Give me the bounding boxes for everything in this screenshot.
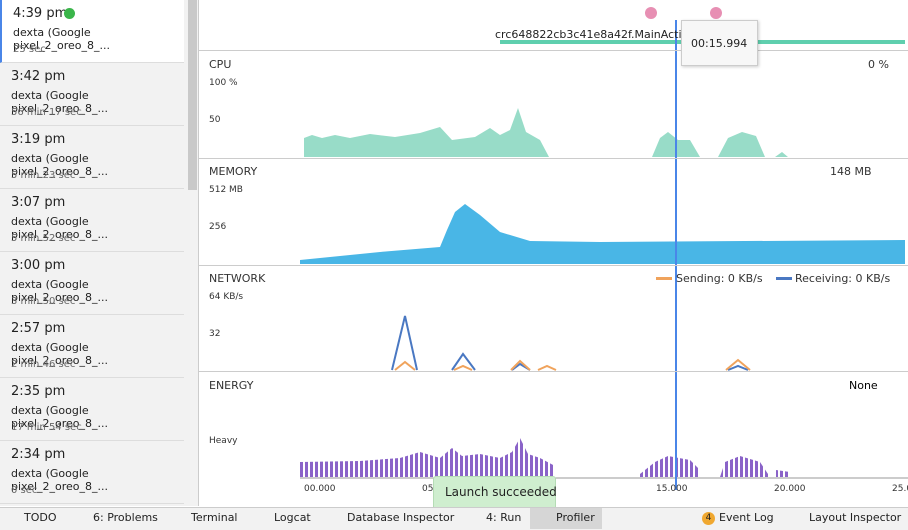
section-title: MEMORY — [209, 165, 258, 178]
tool-tab[interactable]: Terminal — [191, 511, 238, 524]
y-tick-label: 100 % — [209, 78, 238, 88]
session-device: dexta (Google pixel_2_oreo_8_... — [13, 26, 111, 52]
session-row[interactable]: 3:07 pm dexta (Google pixel_2_oreo_8_... 5… — [0, 189, 184, 252]
session-row[interactable]: 4:39 pm dexta (Google pixel_2_oreo_8_... 2… — [0, 0, 184, 63]
status-dot — [64, 8, 75, 19]
y-tick-label: 50 — [209, 115, 221, 125]
tool-tab[interactable]: Database Inspector — [347, 511, 455, 524]
session-duration: 0 sec — [11, 485, 38, 496]
tooltip-text: 00:15.994 — [691, 37, 748, 50]
session-row[interactable]: 2:34 pm dexta (Google pixel_2_oreo_8_... 0… — [0, 441, 184, 504]
y-tick-label: 32 — [209, 329, 221, 339]
session-device: dexta (Google pixel_2_oreo_8_... — [11, 215, 109, 241]
tool-tab[interactable]: TODO — [24, 511, 57, 524]
bottom-bar — [0, 507, 908, 530]
y-tick-label: 256 — [209, 222, 227, 232]
toast: Launch succeeded — [433, 476, 557, 510]
section-title: CPU — [209, 58, 232, 71]
session-row[interactable]: 2:57 pm dexta (Google pixel_2_oreo_8_... 2… — [0, 315, 184, 378]
tool-tab[interactable]: Logcat — [274, 511, 311, 524]
section-title: NETWORK — [209, 272, 266, 285]
badge: 4 — [702, 512, 715, 525]
session-device: dexta (Google pixel_2_oreo_8_... — [11, 152, 109, 178]
sending-line — [453, 364, 473, 371]
session-duration: 3 min 50 sec — [11, 296, 76, 307]
session-device: dexta (Google pixel_2_oreo_8_... — [11, 404, 109, 430]
sending-line — [510, 359, 531, 371]
legend-swatch — [656, 277, 672, 280]
toast-text: Launch succeeded — [445, 485, 557, 499]
tool-tab[interactable]: Profiler — [556, 511, 595, 524]
session-duration: 5 min 52 sec — [11, 233, 76, 244]
current-value: 0 % — [868, 58, 889, 71]
cpu-section — [198, 50, 908, 158]
network-section — [198, 265, 908, 371]
session-time: 2:35 pm — [11, 384, 66, 399]
session-row[interactable]: 2:35 pm dexta (Google pixel_2_oreo_8_... 1… — [0, 378, 184, 441]
session-duration: 5 min 23 sec — [11, 170, 76, 181]
session-device: dexta (Google pixel_2_oreo_8_... — [11, 467, 109, 493]
y-tick-label: 512 MB — [209, 185, 243, 195]
activity-label: crc648822cb3c41e8a42f.MainActivit — [495, 28, 696, 41]
session-duration: 17 min 54 sec — [11, 422, 82, 433]
session-time: 3:00 pm — [11, 258, 66, 273]
session-time: 3:19 pm — [11, 132, 66, 147]
y-tick-label: Heavy — [209, 436, 238, 446]
sending-line — [725, 358, 751, 371]
sending-line — [537, 364, 557, 371]
scrollbar[interactable] — [188, 0, 197, 190]
tool-tab[interactable]: Event Log — [719, 511, 774, 524]
memory-section — [198, 158, 908, 265]
x-tick-label: 00.000 — [304, 484, 336, 494]
session-row[interactable]: 3:19 pm dexta (Google pixel_2_oreo_8_... 5… — [0, 126, 184, 189]
legend-entry: Receiving: 0 KB/s — [795, 272, 891, 285]
session-duration: 2 min 46 sec — [11, 359, 76, 370]
session-list: 4:39 pm dexta (Google pixel_2_oreo_8_... 2… — [0, 0, 199, 506]
session-device: dexta (Google pixel_2_oreo_8_... — [11, 341, 109, 367]
event-dot[interactable] — [710, 7, 722, 19]
session-duration: 56 min 17 sec — [11, 107, 82, 118]
active-tab-bg — [530, 508, 602, 529]
session-duration: 25 sec — [13, 44, 46, 55]
current-value: 148 MB — [830, 165, 872, 178]
current-value: None — [849, 379, 878, 392]
sending-line — [394, 360, 416, 371]
session-row[interactable]: 3:42 pm dexta (Google pixel_2_oreo_8_... 5… — [0, 63, 184, 126]
memory-area — [300, 204, 905, 264]
session-time: 2:57 pm — [11, 321, 66, 336]
x-tick-label: 25.0 — [892, 484, 908, 494]
receiving-line — [451, 352, 476, 371]
cpu-area — [304, 108, 788, 157]
session-time: 2:34 pm — [11, 447, 66, 462]
legend-swatch — [776, 277, 792, 280]
event-dot[interactable] — [645, 7, 657, 19]
energy-bars — [300, 438, 790, 477]
y-tick-label: 64 KB/s — [209, 292, 244, 302]
receiving-line — [391, 315, 418, 371]
session-time: 3:42 pm — [11, 69, 66, 84]
receiving-line — [727, 364, 749, 371]
legend-entry: Sending: 0 KB/s — [676, 272, 763, 285]
session-time: 3:07 pm — [11, 195, 66, 210]
tool-tab[interactable]: Layout Inspector — [809, 511, 902, 524]
session-row[interactable]: 3:00 pm dexta (Google pixel_2_oreo_8_... 3… — [0, 252, 184, 315]
tool-tab[interactable]: 4: Run — [486, 511, 522, 524]
x-tick-label: 20.000 — [774, 484, 806, 494]
energy-section — [198, 371, 908, 478]
x-tick-label: 15.000 — [656, 484, 688, 494]
session-device: dexta (Google pixel_2_oreo_8_... — [11, 89, 109, 115]
session-time: 4:39 pm — [13, 6, 68, 21]
section-title: ENERGY — [209, 379, 254, 392]
session-device: dexta (Google pixel_2_oreo_8_... — [11, 278, 109, 304]
tool-tab[interactable]: 6: Problems — [93, 511, 158, 524]
tooltip: 00:15.994 — [681, 20, 758, 66]
